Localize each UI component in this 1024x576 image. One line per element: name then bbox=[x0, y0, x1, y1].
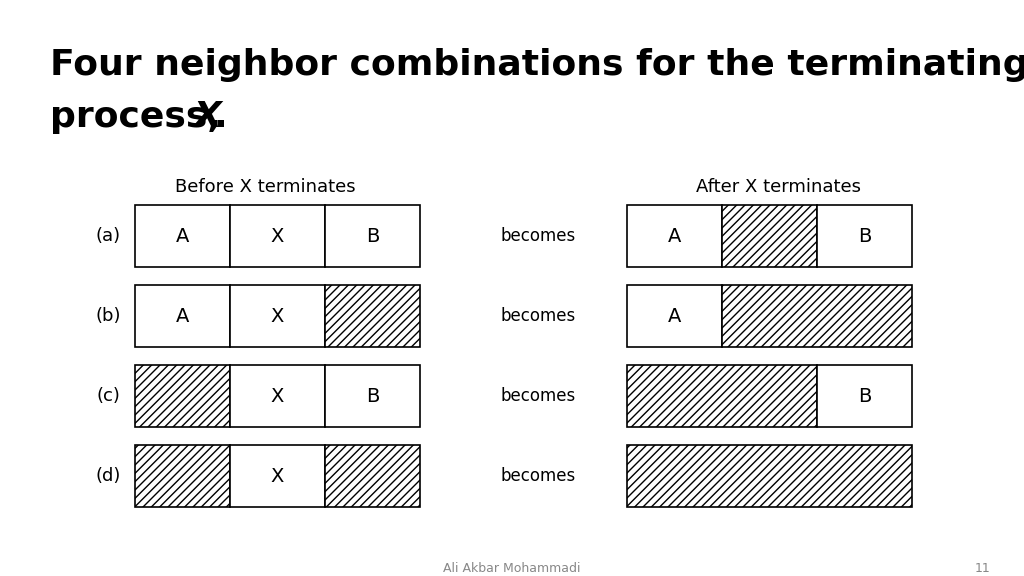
Bar bbox=[135, 365, 230, 427]
Bar bbox=[627, 365, 817, 427]
Bar bbox=[325, 445, 420, 507]
Bar bbox=[230, 445, 325, 507]
Bar bbox=[325, 205, 420, 267]
Text: A: A bbox=[176, 226, 189, 245]
Bar bbox=[135, 285, 230, 347]
Bar bbox=[627, 205, 722, 267]
Bar bbox=[230, 285, 325, 347]
Text: (a): (a) bbox=[95, 227, 121, 245]
Bar bbox=[135, 445, 230, 507]
Text: (b): (b) bbox=[95, 307, 121, 325]
Text: X: X bbox=[270, 467, 285, 486]
Text: 11: 11 bbox=[974, 562, 990, 575]
Bar bbox=[230, 205, 325, 267]
Text: B: B bbox=[858, 226, 871, 245]
Bar bbox=[135, 205, 230, 267]
Text: (c): (c) bbox=[96, 387, 120, 405]
Text: B: B bbox=[858, 386, 871, 406]
Text: becomes: becomes bbox=[501, 227, 575, 245]
Text: A: A bbox=[668, 226, 681, 245]
Text: X: X bbox=[194, 100, 222, 134]
Text: B: B bbox=[366, 386, 379, 406]
Text: After X terminates: After X terminates bbox=[695, 178, 860, 196]
Text: A: A bbox=[176, 306, 189, 325]
Bar bbox=[817, 365, 912, 427]
Bar bbox=[627, 285, 722, 347]
Bar bbox=[627, 445, 912, 507]
Bar bbox=[722, 285, 912, 347]
Text: X: X bbox=[270, 226, 285, 245]
Bar bbox=[230, 365, 325, 427]
Text: A: A bbox=[668, 306, 681, 325]
Bar bbox=[722, 205, 817, 267]
Text: Four neighbor combinations for the terminating: Four neighbor combinations for the termi… bbox=[50, 48, 1024, 82]
Text: (d): (d) bbox=[95, 467, 121, 485]
Bar bbox=[325, 285, 420, 347]
Text: becomes: becomes bbox=[501, 307, 575, 325]
Text: Ali Akbar Mohammadi: Ali Akbar Mohammadi bbox=[443, 562, 581, 575]
Bar bbox=[325, 365, 420, 427]
Text: X: X bbox=[270, 386, 285, 406]
Text: becomes: becomes bbox=[501, 387, 575, 405]
Text: Before X terminates: Before X terminates bbox=[175, 178, 355, 196]
Bar bbox=[817, 205, 912, 267]
Text: process,: process, bbox=[50, 100, 233, 134]
Text: X: X bbox=[270, 306, 285, 325]
Text: becomes: becomes bbox=[501, 467, 575, 485]
Text: B: B bbox=[366, 226, 379, 245]
Text: .: . bbox=[213, 100, 226, 134]
